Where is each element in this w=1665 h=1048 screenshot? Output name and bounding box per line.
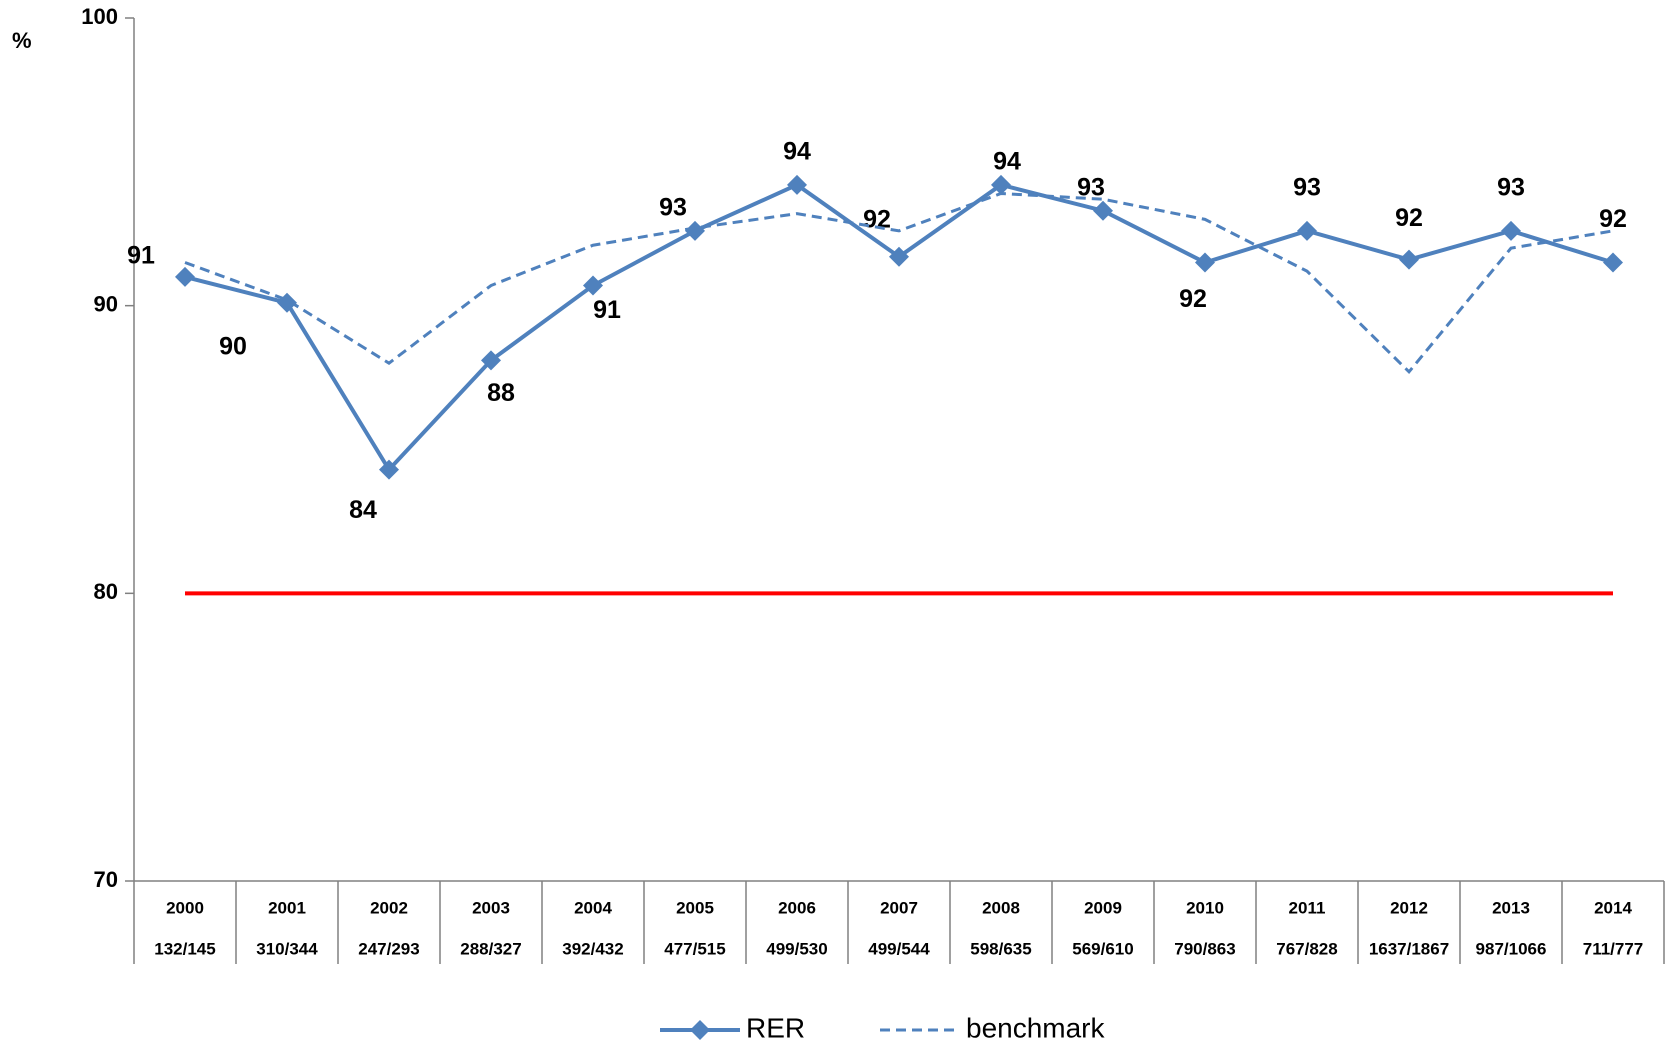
point-marker [1501,220,1521,241]
y-axis-label: % [12,28,32,53]
legend-label: benchmark [966,1012,1106,1043]
sample-size-label: 569/610 [1072,939,1133,958]
sample-size-label: 132/145 [154,939,215,958]
legend-label: RER [746,1012,805,1043]
x-tick-label: 2000 [166,898,204,917]
sample-size-label: 499/530 [766,939,827,958]
point-marker [1093,200,1113,221]
x-tick-label: 2007 [880,898,918,917]
data-label: 93 [1497,173,1525,201]
data-label: 92 [1179,285,1207,313]
x-tick-label: 2004 [574,898,612,917]
data-label: 91 [593,296,621,324]
sample-size-label: 767/828 [1276,939,1337,958]
sample-size-label: 392/432 [562,939,623,958]
data-label: 91 [127,242,155,270]
point-marker [685,220,705,241]
y-tick-label: 70 [94,867,118,892]
y-tick-label: 100 [81,4,118,29]
point-marker [991,174,1011,195]
x-tick-label: 2012 [1390,898,1428,917]
sample-size-label: 987/1066 [1476,939,1547,958]
sample-size-label: 247/293 [358,939,419,958]
point-marker [1297,220,1317,241]
x-tick-label: 2006 [778,898,816,917]
x-tick-label: 2011 [1289,898,1326,917]
sample-size-label: 310/344 [256,939,318,958]
data-label: 92 [1395,204,1423,232]
x-tick-label: 2010 [1186,898,1224,917]
point-marker [1195,252,1215,273]
sample-size-label: 598/635 [970,939,1031,958]
point-marker [481,350,501,371]
y-tick-label: 90 [94,291,118,316]
data-label: 88 [487,379,515,407]
x-tick-label: 2008 [982,898,1020,917]
data-label: 90 [219,332,247,360]
data-label: 94 [993,147,1021,175]
point-marker [1399,249,1419,270]
point-marker [787,174,807,195]
data-label: 93 [659,193,687,221]
x-tick-label: 2001 [268,898,306,917]
x-tick-label: 2013 [1492,898,1530,917]
sample-size-label: 711/777 [1583,939,1644,958]
x-tick-label: 2005 [676,898,714,917]
sample-size-label: 790/863 [1174,939,1235,958]
sample-size-label: 499/544 [868,939,930,958]
data-label: 93 [1293,173,1321,201]
x-tick-label: 2009 [1084,898,1122,917]
sample-size-label: 288/327 [460,939,521,958]
point-marker [175,266,195,287]
series-line [184,191,1614,375]
point-marker [379,459,399,480]
data-label: 84 [349,496,377,524]
data-label: 92 [863,205,891,233]
point-marker [889,246,909,267]
x-tick-label: 2002 [370,898,408,917]
point-marker [1603,252,1623,273]
data-label: 92 [1599,205,1627,233]
data-label: 94 [783,137,811,165]
x-tick-label: 2003 [472,898,510,917]
x-tick-label: 2014 [1594,898,1632,917]
legend-marker [690,1020,710,1040]
sample-size-label: 1637/1867 [1369,939,1449,958]
sample-size-label: 477/515 [664,939,725,958]
point-marker [583,275,603,296]
y-tick-label: 80 [94,579,118,604]
